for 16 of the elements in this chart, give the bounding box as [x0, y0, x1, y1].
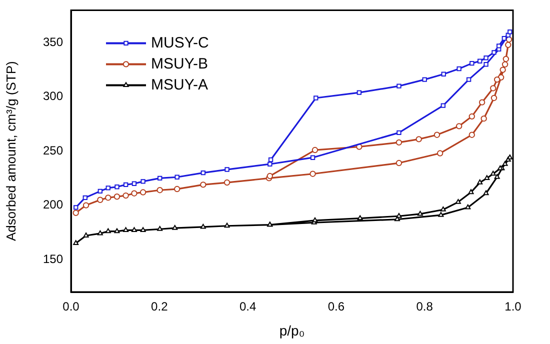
y-tick-label: 150 — [42, 252, 64, 266]
x-tick-label: 0.6 — [328, 300, 345, 314]
legend-label: MSUY-B — [151, 55, 208, 72]
y-tick-label: 200 — [42, 198, 64, 212]
y-tick-label: 300 — [42, 89, 64, 104]
y-axis-title: Adsorbed amount, cm³/g (STP) — [3, 61, 18, 242]
x-tick-label: 1.0 — [504, 300, 522, 314]
y-tick-label: 250 — [42, 143, 64, 158]
y-tick-label: 350 — [42, 35, 64, 50]
legend-label: MSUY-A — [151, 76, 208, 94]
x-tick-label: 0.8 — [416, 300, 434, 314]
legend-label: MUSY-C — [151, 34, 209, 52]
x-tick-label: 0.4 — [239, 300, 256, 314]
x-tick-label: 0.2 — [151, 300, 168, 314]
x-tick-label: 0.0 — [62, 300, 80, 314]
x-axis-title: p/p₀ — [279, 322, 305, 338]
